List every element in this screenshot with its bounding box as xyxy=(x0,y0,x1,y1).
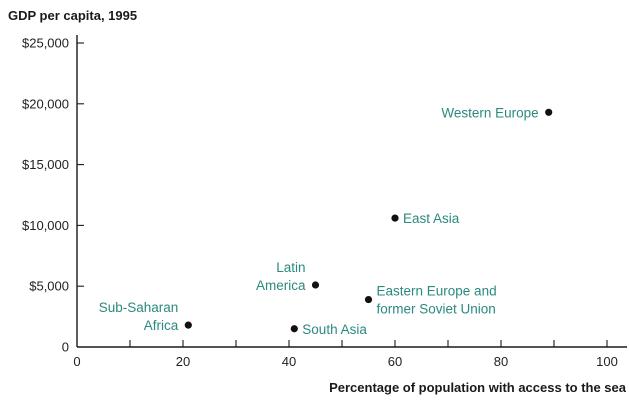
y-tick-label: $20,000 xyxy=(22,96,69,111)
x-tick-label: 60 xyxy=(388,354,402,369)
x-tick-label: 80 xyxy=(494,354,508,369)
data-point xyxy=(290,325,298,333)
y-tick-label: $15,000 xyxy=(22,157,69,172)
point-label: East Asia xyxy=(403,211,460,226)
point-label-line: Western Europe xyxy=(441,105,538,120)
x-tick-label: 100 xyxy=(596,354,618,369)
point-label-line: Africa xyxy=(144,318,179,333)
data-point xyxy=(545,108,553,116)
point-label: South Asia xyxy=(302,322,367,337)
point-label-line: Sub-Saharan xyxy=(99,300,179,315)
y-axis-title: GDP per capita, 1995 xyxy=(8,8,137,23)
data-points: Sub-Saharan Africa South Asia Latin America E… xyxy=(99,105,553,337)
data-point xyxy=(311,281,320,289)
y-tick-label: $10,000 xyxy=(22,218,69,233)
y-tick-label: 0 xyxy=(62,340,69,355)
y-tick-label: $5,000 xyxy=(29,279,69,294)
point-label: Western Europe xyxy=(441,105,538,120)
data-point xyxy=(391,214,399,222)
point-label-line: Latin xyxy=(276,260,305,275)
point-label: Latin America xyxy=(256,260,306,293)
point-label-line: South Asia xyxy=(302,322,367,337)
y-tick-label: $25,000 xyxy=(22,36,69,51)
point-label-line: America xyxy=(256,278,306,293)
point-label: Eastern Europe and former Soviet Union xyxy=(377,284,497,317)
x-tick-label: 0 xyxy=(73,354,80,369)
point-label-line: East Asia xyxy=(403,211,460,226)
point-label-line: Eastern Europe and xyxy=(377,284,497,299)
ticks: 0 20 40 60 80 100 0 $5,000 $10,000 $15,000 $20,000… xyxy=(22,36,618,370)
axes xyxy=(76,35,627,348)
x-tick-label: 20 xyxy=(176,354,190,369)
point-label-line: former Soviet Union xyxy=(377,302,496,317)
data-point xyxy=(184,321,192,329)
point-label: Sub-Saharan Africa xyxy=(99,300,179,333)
data-point xyxy=(364,295,373,304)
x-tick-label: 40 xyxy=(282,354,296,369)
x-axis-title: Percentage of population with access to … xyxy=(329,380,627,395)
